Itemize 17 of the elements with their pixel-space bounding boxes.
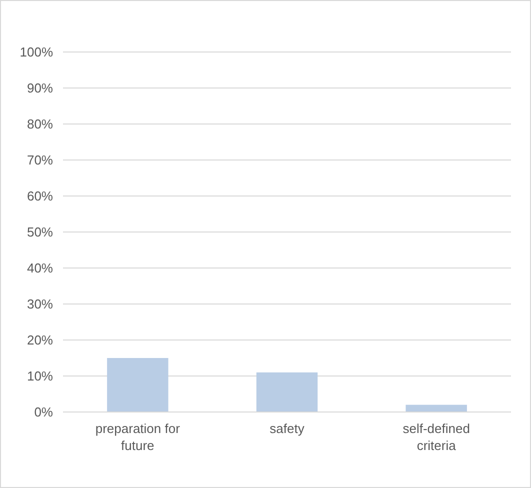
x-tick-label: safety	[270, 421, 305, 436]
y-tick-label: 0%	[34, 404, 54, 420]
y-tick-label: 40%	[26, 260, 54, 276]
bar	[406, 404, 467, 412]
y-tick-label: 100%	[20, 44, 54, 60]
x-tick-label: preparation for future	[95, 421, 181, 453]
y-tick-label: 10%	[26, 368, 54, 384]
y-tick-label: 80%	[26, 116, 54, 132]
y-tick-label: 60%	[26, 188, 54, 204]
y-tick-label: 30%	[26, 296, 54, 312]
y-tick-label: 90%	[26, 80, 54, 96]
bar	[107, 358, 168, 412]
bar	[256, 372, 318, 412]
y-tick-label: 20%	[26, 332, 54, 348]
y-tick-label: 70%	[26, 152, 54, 168]
y-tick-label: 50%	[26, 224, 54, 240]
x-tick-label: self-defined criteria	[402, 421, 470, 453]
